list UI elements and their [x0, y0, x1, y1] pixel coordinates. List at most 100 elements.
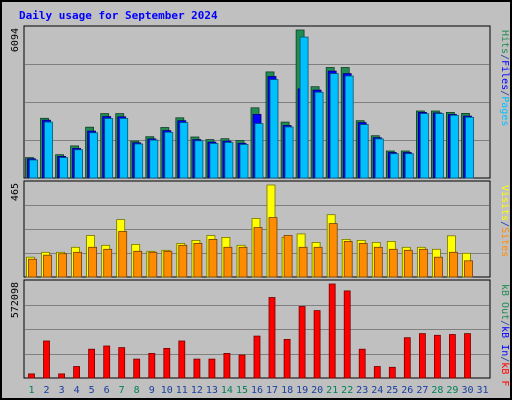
bar-sites-day-5 — [88, 246, 97, 278]
bar-kb-f-day-16 — [253, 335, 261, 379]
bar-sites-day-21 — [328, 223, 338, 278]
legend-item-slash-1: / — [499, 54, 510, 60]
bar-pages-day-4 — [74, 149, 83, 179]
bar-sites-day-13 — [208, 238, 218, 278]
bar-pages-day-23 — [359, 124, 369, 179]
bar-kb-f-day-6 — [103, 345, 111, 379]
bar-pages-day-2 — [44, 121, 53, 179]
bar-kb-f-day-5 — [88, 348, 95, 379]
bar-sites-day-29 — [448, 251, 458, 278]
bar-pages-day-11 — [179, 122, 189, 179]
bar-kb-f-day-17 — [268, 297, 276, 379]
bar-kb-f-day-20 — [313, 310, 321, 379]
legend-item-slash-1: / — [499, 320, 510, 326]
bar-kb-f-day-15 — [238, 354, 246, 379]
bar-kb-f-day-3 — [58, 373, 65, 379]
bar-kb-f-day-4 — [73, 366, 80, 379]
bar-kb-f-day-7 — [118, 347, 126, 379]
bar-sites-day-12 — [193, 242, 203, 278]
bar-sites-day-4 — [73, 251, 82, 278]
y-max-label-panel-1: 6094 — [10, 28, 21, 52]
x-tick-label-7: 7 — [119, 385, 125, 396]
bar-kb-f-day-25 — [388, 366, 396, 379]
legend-item-files-2: Files — [499, 60, 510, 90]
x-tick-label-22: 22 — [341, 385, 353, 396]
bar-sites-day-7 — [118, 231, 128, 278]
bar-pages-day-5 — [89, 132, 98, 179]
legend-item-kb-out-0: kB Out — [499, 284, 510, 320]
bar-pages-day-29 — [449, 114, 459, 179]
bar-pages-day-7 — [119, 118, 129, 179]
x-tick-label-17: 17 — [266, 385, 278, 396]
bar-sites-day-17 — [268, 217, 278, 278]
legend-panel-2: Visits/Sites — [499, 185, 510, 257]
x-tick-label-20: 20 — [311, 385, 323, 396]
bar-kb-f-day-28 — [433, 334, 441, 379]
bar-sites-day-16 — [253, 227, 263, 278]
bar-kb-f-day-8 — [133, 358, 141, 379]
bar-pages-day-30 — [465, 116, 474, 179]
x-tick-label-4: 4 — [74, 385, 80, 396]
legend-panel-1: Hits/Files/Pages — [499, 30, 510, 126]
x-tick-label-24: 24 — [371, 385, 383, 396]
bar-pages-day-22 — [344, 75, 354, 179]
x-tick-label-2: 2 — [43, 385, 49, 396]
bar-pages-day-16 — [254, 123, 264, 179]
bar-sites-day-10 — [163, 250, 173, 278]
bar-sites-day-8 — [133, 250, 143, 278]
bar-pages-day-8 — [134, 143, 144, 179]
legend-item-pages-4: Pages — [499, 96, 510, 126]
bar-pages-day-14 — [224, 142, 234, 179]
bar-pages-day-25 — [389, 153, 399, 179]
bar-sites-day-2 — [43, 254, 52, 278]
bar-sites-day-30 — [464, 260, 473, 278]
bar-sites-day-25 — [388, 248, 398, 278]
x-tick-label-14: 14 — [221, 385, 233, 396]
legend-item-slash-3: / — [499, 90, 510, 96]
x-tick-label-19: 19 — [296, 385, 308, 396]
x-tick-label-8: 8 — [134, 385, 140, 396]
x-tick-label-5: 5 — [89, 385, 95, 396]
y-max-label-panel-2: 465 — [10, 183, 21, 201]
x-tick-label-11: 11 — [176, 385, 188, 396]
bar-kb-f-day-27 — [418, 333, 426, 379]
bar-kb-f-day-24 — [373, 366, 381, 379]
bar-kb-f-day-14 — [223, 352, 231, 379]
bar-sites-day-22 — [343, 240, 353, 278]
bar-pages-day-17 — [269, 79, 279, 179]
x-tick-label-18: 18 — [281, 385, 293, 396]
bar-kb-f-day-1 — [28, 373, 35, 379]
x-tick-label-9: 9 — [149, 385, 155, 396]
bar-kb-f-day-29 — [448, 334, 456, 379]
bar-sites-day-20 — [313, 246, 323, 278]
bar-sites-day-1 — [28, 258, 37, 278]
bar-kb-f-day-26 — [403, 337, 411, 379]
x-tick-label-15: 15 — [236, 385, 248, 396]
bar-pages-day-9 — [149, 139, 159, 179]
bar-pages-day-10 — [164, 131, 174, 179]
bar-pages-day-26 — [404, 153, 414, 179]
legend-item-kb-f-4: kB F — [499, 362, 510, 386]
legend-item-kb-in-2: kB In — [499, 326, 510, 356]
bar-pages-day-28 — [434, 113, 444, 179]
bar-kb-f-day-23 — [358, 348, 366, 379]
bar-kb-f-day-10 — [163, 347, 171, 379]
x-tick-label-21: 21 — [326, 385, 338, 396]
x-tick-label-30: 30 — [461, 385, 473, 396]
bar-sites-day-27 — [418, 248, 428, 278]
legend-panel-3: kB Out/kB In/kB F — [499, 284, 510, 386]
bar-pages-day-15 — [239, 144, 249, 179]
bar-pages-day-1 — [29, 159, 38, 179]
bar-sites-day-15 — [238, 246, 248, 278]
x-tick-label-13: 13 — [206, 385, 218, 396]
bar-sites-day-6 — [103, 248, 113, 278]
bar-pages-day-19 — [299, 36, 309, 179]
bar-pages-day-6 — [104, 118, 114, 179]
x-tick-label-29: 29 — [446, 385, 458, 396]
x-tick-label-25: 25 — [386, 385, 398, 396]
bar-kb-f-day-2 — [43, 340, 50, 379]
x-tick-label-16: 16 — [251, 385, 263, 396]
bar-sites-day-26 — [403, 249, 413, 278]
bar-pages-day-27 — [419, 113, 429, 179]
bar-kb-f-day-30 — [464, 333, 471, 379]
